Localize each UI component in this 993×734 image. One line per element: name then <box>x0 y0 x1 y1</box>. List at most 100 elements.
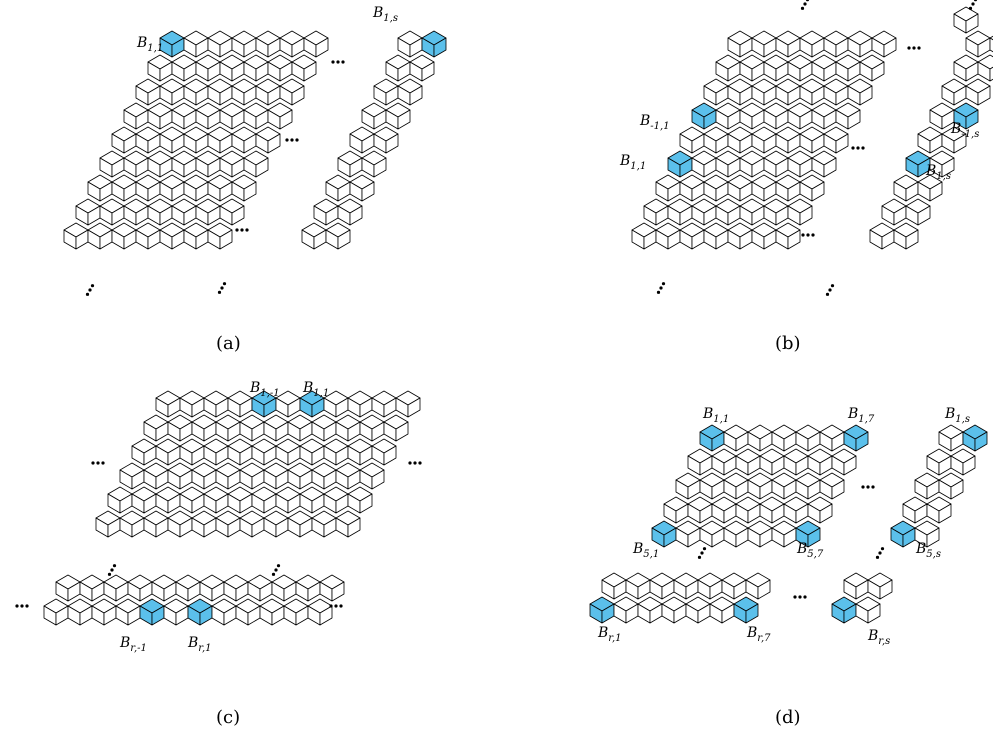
highlighted-cube-icon <box>299 390 325 418</box>
cube-icon <box>965 78 991 106</box>
cube-icon <box>703 222 729 250</box>
cube-icon <box>914 472 940 500</box>
ellipsis-dot <box>661 282 666 286</box>
cube-icon <box>119 462 145 490</box>
cube-icon <box>147 54 173 82</box>
cube-right-face <box>950 479 964 500</box>
cube-icon <box>847 30 873 58</box>
cube-icon <box>337 198 363 226</box>
cube-icon <box>655 222 681 250</box>
cube-icon <box>79 574 105 602</box>
cube-right-face <box>361 181 375 202</box>
ellipsis-dot <box>856 146 860 150</box>
cube-icon <box>771 472 797 500</box>
cube-icon <box>739 198 765 226</box>
highlighted-cube-icon <box>795 520 821 548</box>
cube-icon <box>279 78 305 106</box>
cube-icon <box>103 574 129 602</box>
cube-grid <box>95 390 421 538</box>
ellipsis-icon <box>285 138 299 142</box>
ellipsis-dot <box>245 228 249 232</box>
cube-icon <box>977 54 993 82</box>
cube-icon <box>191 462 217 490</box>
ellipsis-dot <box>91 461 95 465</box>
ellipsis-icon <box>85 284 95 296</box>
ellipsis-dot <box>222 282 227 286</box>
cube-icon <box>679 174 705 202</box>
ellipsis-icon <box>331 60 345 64</box>
cube-icon <box>914 520 940 548</box>
cube-grid <box>589 572 771 624</box>
cube-icon <box>267 54 293 82</box>
cube-icon <box>902 496 928 524</box>
ellipsis-dot <box>968 6 973 10</box>
cube-icon <box>929 102 955 130</box>
cube-icon <box>787 150 813 178</box>
cube-right-face <box>433 37 447 58</box>
ellipsis-icon <box>907 46 921 50</box>
cube-right-face <box>745 603 759 624</box>
cube-icon <box>215 414 241 442</box>
cube-icon <box>371 438 397 466</box>
cube-icon <box>347 390 373 418</box>
cube-right-face <box>867 603 881 624</box>
cube-right-face <box>965 13 979 34</box>
cube-icon <box>43 598 69 626</box>
cube-icon <box>613 596 639 624</box>
cube-right-face <box>397 109 411 130</box>
ellipsis-icon <box>875 547 885 559</box>
cube-icon <box>231 126 257 154</box>
cube-icon <box>751 78 777 106</box>
cube-grid <box>869 30 993 250</box>
cube-icon <box>323 486 349 514</box>
ellipsis-dot <box>828 288 832 292</box>
cube-right-face <box>291 85 305 106</box>
cube-icon <box>151 574 177 602</box>
highlighted-cube-icon <box>890 520 916 548</box>
cube-icon <box>239 462 265 490</box>
ellipsis-dot <box>274 568 278 572</box>
cube-icon <box>271 574 297 602</box>
ellipsis-icon <box>656 282 666 294</box>
caption-d: (d) <box>775 707 801 728</box>
cube-icon <box>715 198 741 226</box>
cube-icon <box>207 30 233 58</box>
cube-icon <box>775 174 801 202</box>
cube-right-face <box>843 455 857 476</box>
ellipsis-dot <box>290 138 294 142</box>
cube-icon <box>99 150 125 178</box>
cube-icon <box>111 222 137 250</box>
cube-icon <box>147 150 173 178</box>
cube-icon <box>349 174 375 202</box>
cube-icon <box>709 596 735 624</box>
cube-icon <box>183 222 209 250</box>
cube-icon <box>135 126 161 154</box>
cube-icon <box>679 126 705 154</box>
cube-icon <box>711 496 737 524</box>
cube-right-face <box>407 397 421 418</box>
cube-icon <box>243 102 269 130</box>
cube-icon <box>207 126 233 154</box>
cube-icon <box>255 78 281 106</box>
cube-icon <box>953 54 979 82</box>
cube-icon <box>747 424 773 452</box>
cube-icon <box>119 510 145 538</box>
cube-icon <box>95 510 121 538</box>
label-d-b17: B1,7 <box>847 406 875 425</box>
cube-icon <box>361 150 387 178</box>
cube-icon <box>787 198 813 226</box>
cube-icon <box>625 572 651 600</box>
cube-icon <box>799 126 825 154</box>
cube-icon <box>409 54 435 82</box>
caption-a: (a) <box>216 333 241 354</box>
cube-icon <box>179 438 205 466</box>
cube-grid <box>631 30 897 250</box>
cube-icon <box>267 102 293 130</box>
cube-icon <box>183 78 209 106</box>
cube-icon <box>337 150 363 178</box>
cube-icon <box>787 102 813 130</box>
cube-icon <box>195 198 221 226</box>
cube-right-face <box>831 479 845 500</box>
cube-right-face <box>385 133 399 154</box>
cube-right-face <box>395 421 409 442</box>
